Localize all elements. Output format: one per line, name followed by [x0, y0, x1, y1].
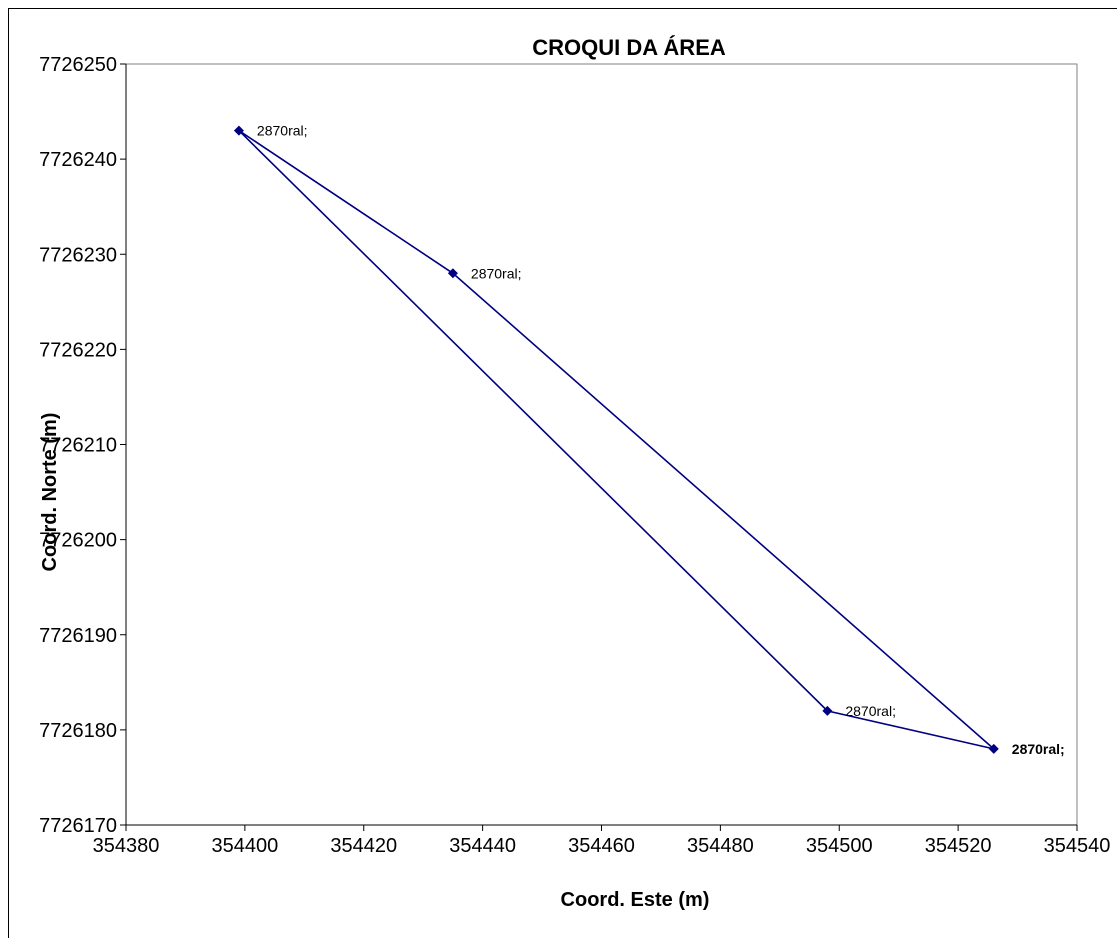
x-tick-label: 354440: [449, 835, 516, 857]
y-tick-label: 7726210: [39, 435, 117, 457]
y-tick-label: 7726220: [39, 339, 117, 361]
x-tick-label: 354500: [806, 835, 873, 857]
x-tick-label: 354480: [687, 835, 754, 857]
y-tick-label: 7726200: [39, 530, 117, 552]
x-tick-label: 354520: [925, 835, 992, 857]
x-tick-label: 354540: [1044, 835, 1111, 857]
x-axis-title: Coord. Este (m): [561, 889, 710, 911]
data-point-marker: [988, 743, 999, 754]
y-axis-title: Coord. Norte (m): [39, 413, 61, 572]
chart-title: CROQUI DA ÁREA: [532, 35, 726, 60]
series-line: [238, 129, 995, 750]
y-tick-label: 7726250: [39, 54, 117, 76]
data-point-label: 2870ral;: [1012, 741, 1065, 757]
y-tick-label: 7726240: [39, 149, 117, 171]
plot-border: [125, 63, 1078, 826]
data-point-label: 2870ral;: [471, 265, 522, 281]
x-tick-label: 354400: [212, 835, 279, 857]
y-tick-label: 7726170: [39, 815, 117, 837]
data-point-label: 2870ral;: [845, 703, 896, 719]
y-tick-label: 7726190: [39, 625, 117, 647]
plot-area: 354380 354400 354420 354440 354460 354480 3545…: [39, 54, 1110, 857]
x-tick-label: 354420: [330, 835, 397, 857]
data-point-marker: [233, 125, 244, 136]
x-tick-label: 354460: [568, 835, 635, 857]
y-tick-label: 7726180: [39, 720, 117, 742]
data-point-label: 2870ral;: [257, 123, 308, 139]
chart-frame: [8, 8, 1117, 938]
x-tick-label: 354380: [93, 835, 160, 857]
data-point-marker: [447, 268, 458, 279]
y-tick-label: 7726230: [39, 244, 117, 266]
data-point-marker: [822, 705, 833, 716]
